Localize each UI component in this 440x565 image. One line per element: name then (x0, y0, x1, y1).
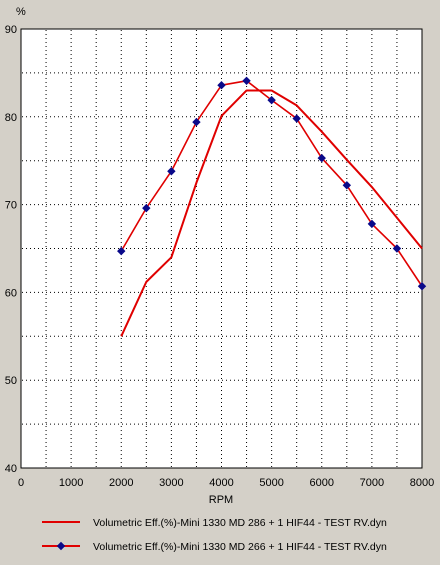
x-tick-label: 0 (18, 477, 24, 489)
grid (22, 30, 421, 467)
series (117, 76, 427, 337)
data-point (242, 76, 251, 86)
series-line-1 (120, 89, 423, 337)
x-tick-label: 5000 (259, 477, 283, 489)
x-tick-label: 8000 (410, 477, 434, 489)
data-point (292, 114, 301, 123)
data-point (267, 95, 276, 105)
x-tick-label: 6000 (310, 477, 334, 489)
y-tick-label: 40 (5, 463, 17, 475)
data-point (117, 246, 126, 256)
x-tick-label: 2000 (109, 477, 133, 489)
data-point (342, 181, 352, 190)
x-tick-label: 1000 (59, 477, 83, 489)
legend-label-1: Volumetric Eff.(%)-Mini 1330 MD 286 + 1 … (93, 517, 387, 529)
x-tick-label: 3000 (159, 477, 183, 489)
y-tick-label: 90 (5, 24, 17, 36)
y-tick-label: 70 (5, 200, 17, 212)
data-point (217, 80, 226, 90)
y-tick-label: 50 (5, 375, 17, 387)
data-point (417, 282, 427, 291)
data-point (167, 167, 176, 176)
x-tick-label: 7000 (360, 477, 384, 489)
data-point (367, 219, 377, 229)
y-tick-label: 80 (5, 112, 17, 124)
data-point (317, 153, 326, 163)
axis-ticks: 0 1000 2000 3000 4000 5000 6000 7000 8000 40 50 60 7… (5, 24, 434, 489)
y-axis-unit: % (16, 6, 26, 18)
x-axis-label: RPM (209, 494, 233, 506)
data-point (142, 203, 151, 213)
x-tick-label: 4000 (209, 477, 233, 489)
legend-marker (56, 541, 66, 551)
data-point (192, 117, 201, 127)
legend-label-2: Volumetric Eff.(%)-Mini 1330 MD 266 + 1 … (93, 541, 387, 553)
y-tick-label: 60 (5, 287, 17, 299)
data-point (392, 244, 402, 253)
legend: Volumetric Eff.(%)-Mini 1330 MD 286 + 1 … (42, 517, 387, 553)
